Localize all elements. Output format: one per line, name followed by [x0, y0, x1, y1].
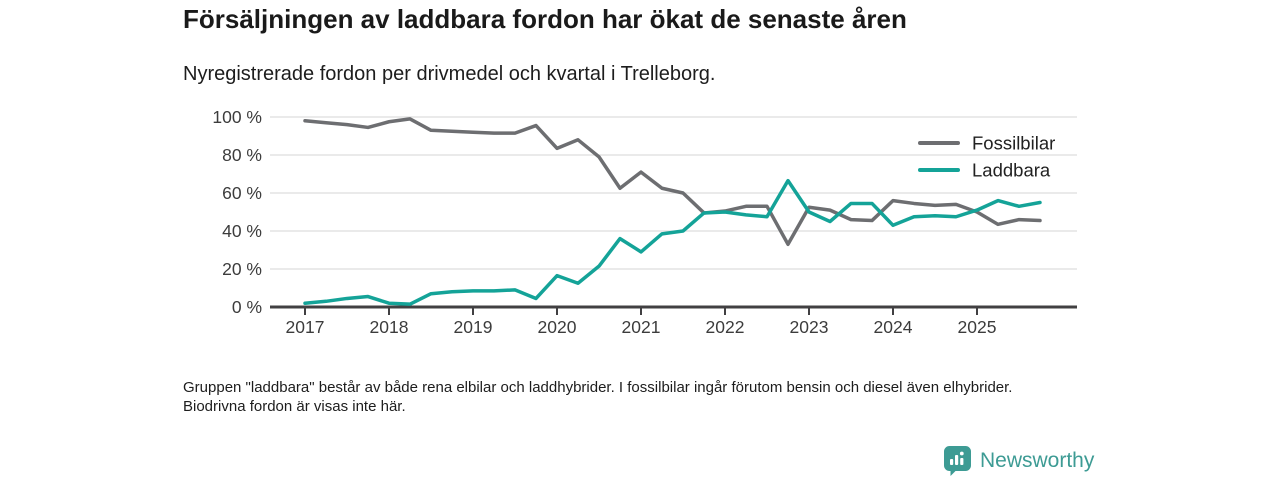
x-tick-label: 2017	[286, 317, 325, 337]
x-tick-label: 2025	[958, 317, 997, 337]
newsworthy-bar-chart-pin-icon	[944, 446, 971, 476]
chart-footnote: Gruppen "laddbara" består av både rena e…	[183, 379, 1013, 415]
y-tick-label: 60 %	[222, 183, 262, 203]
chart-subtitle: Nyregistrerade fordon per drivmedel och …	[183, 63, 716, 85]
y-tick-label: 100 %	[212, 107, 262, 127]
x-tick-label: 2020	[538, 317, 577, 337]
series-line-laddbara	[303, 178, 1042, 306]
series-line-fossilbilar	[303, 117, 1042, 247]
y-tick-label: 80 %	[222, 145, 262, 165]
newsworthy-logo-text: Newsworthy	[980, 449, 1095, 472]
x-tick-label: 2022	[706, 317, 745, 337]
legend-label-laddbara: Laddbara	[972, 160, 1051, 181]
x-tick-label: 2018	[370, 317, 409, 337]
x-tick-label: 2021	[622, 317, 661, 337]
legend-label-fossilbilar: Fossilbilar	[972, 133, 1055, 154]
x-tick-label: 2023	[790, 317, 829, 337]
y-tick-label: 40 %	[222, 221, 262, 241]
chart-title: Försäljningen av laddbara fordon har öka…	[183, 4, 907, 34]
x-tick-label: 2024	[874, 317, 913, 337]
x-tick-label: 2019	[454, 317, 493, 337]
y-tick-label: 20 %	[222, 259, 262, 279]
newsworthy-logo: Newsworthy	[944, 446, 1094, 476]
y-tick-label: 0 %	[232, 297, 262, 317]
